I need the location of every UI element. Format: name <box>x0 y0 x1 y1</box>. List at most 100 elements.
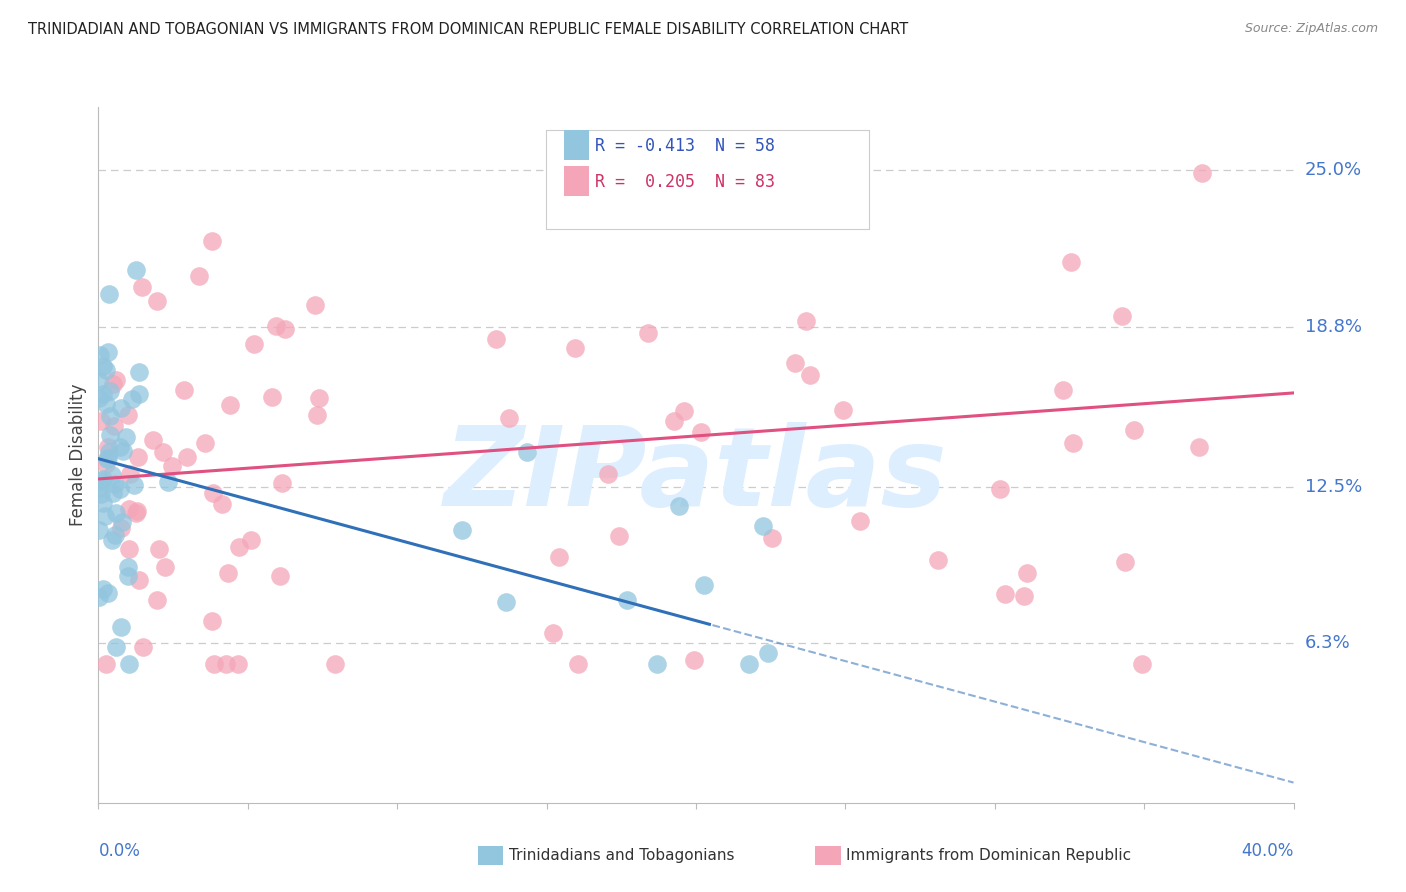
Point <box>94 457 117 471</box>
Point <box>115 430 138 444</box>
Point <box>217 566 239 580</box>
Point <box>637 326 659 340</box>
Point <box>104 477 127 491</box>
Point <box>117 542 139 557</box>
Point <box>304 298 326 312</box>
Point <box>100 533 122 547</box>
Point <box>152 445 174 459</box>
Point <box>160 458 183 473</box>
Point <box>97 586 120 600</box>
Point <box>148 541 170 556</box>
Text: R = -0.413  N = 58: R = -0.413 N = 58 <box>595 137 775 155</box>
Point <box>682 652 704 666</box>
Point <box>157 475 180 490</box>
Point <box>194 435 217 450</box>
Point <box>201 485 224 500</box>
Point <box>146 293 169 308</box>
Point <box>94 397 117 411</box>
Point <box>756 646 779 660</box>
Point <box>91 495 114 509</box>
Point <box>98 384 121 399</box>
Point <box>1130 657 1153 671</box>
Point <box>1062 436 1084 450</box>
Point <box>87 374 110 388</box>
Point <box>96 440 118 454</box>
Point <box>761 531 783 545</box>
Text: 25.0%: 25.0% <box>1305 161 1362 179</box>
Point <box>738 657 761 671</box>
Text: R =  0.205  N = 83: R = 0.205 N = 83 <box>595 173 775 191</box>
Point <box>176 450 198 465</box>
Point <box>87 391 110 405</box>
Point <box>308 391 330 405</box>
Point <box>647 657 669 671</box>
Point <box>271 476 294 491</box>
Text: 12.5%: 12.5% <box>1305 477 1362 496</box>
Text: 40.0%: 40.0% <box>1241 842 1294 860</box>
Point <box>689 425 711 439</box>
Point <box>548 550 571 565</box>
Text: 0.0%: 0.0% <box>98 842 141 860</box>
Point <box>451 523 474 537</box>
Text: Immigrants from Dominican Republic: Immigrants from Dominican Republic <box>846 848 1132 863</box>
Point <box>93 472 115 486</box>
Point <box>101 486 124 500</box>
Point <box>988 482 1011 496</box>
Point <box>849 515 872 529</box>
Point <box>1012 589 1035 603</box>
Point <box>607 529 630 543</box>
Point <box>98 409 121 423</box>
Point <box>155 560 177 574</box>
Point <box>516 445 538 459</box>
Point <box>98 428 121 442</box>
Point <box>101 467 124 482</box>
Point <box>128 365 150 379</box>
Point <box>218 398 240 412</box>
Point <box>323 657 346 671</box>
Point <box>128 387 150 401</box>
Point <box>264 319 287 334</box>
Point <box>201 614 224 628</box>
Point <box>1111 309 1133 323</box>
Point <box>1188 440 1211 454</box>
Text: Trinidadians and Tobagonians: Trinidadians and Tobagonians <box>509 848 734 863</box>
Point <box>262 390 284 404</box>
Point <box>87 591 110 605</box>
Point <box>89 481 111 495</box>
Point <box>111 515 134 529</box>
Text: Source: ZipAtlas.com: Source: ZipAtlas.com <box>1244 22 1378 36</box>
Point <box>145 593 167 607</box>
Point <box>1122 423 1144 437</box>
Point <box>110 620 132 634</box>
Point <box>94 508 117 523</box>
Point <box>108 483 131 497</box>
Point <box>94 363 117 377</box>
Point <box>226 657 249 671</box>
Point <box>94 657 117 671</box>
Point <box>104 506 127 520</box>
Point <box>796 314 818 328</box>
Point <box>97 445 120 459</box>
Point <box>242 337 264 351</box>
Point <box>117 657 139 671</box>
Point <box>564 341 586 355</box>
Point <box>125 504 148 518</box>
Point <box>91 359 114 374</box>
Point <box>211 497 233 511</box>
Point <box>104 640 127 655</box>
Point <box>1052 383 1074 397</box>
Point <box>110 401 132 415</box>
Point <box>117 502 139 516</box>
Point <box>104 373 127 387</box>
Point <box>672 404 695 418</box>
Point <box>125 506 148 520</box>
Point <box>567 657 589 671</box>
Point <box>90 474 112 488</box>
Point <box>117 408 139 422</box>
Point <box>117 569 139 583</box>
Point <box>662 414 685 428</box>
Point <box>994 587 1017 601</box>
Point <box>89 348 111 362</box>
Point <box>201 234 224 248</box>
Point <box>103 419 125 434</box>
